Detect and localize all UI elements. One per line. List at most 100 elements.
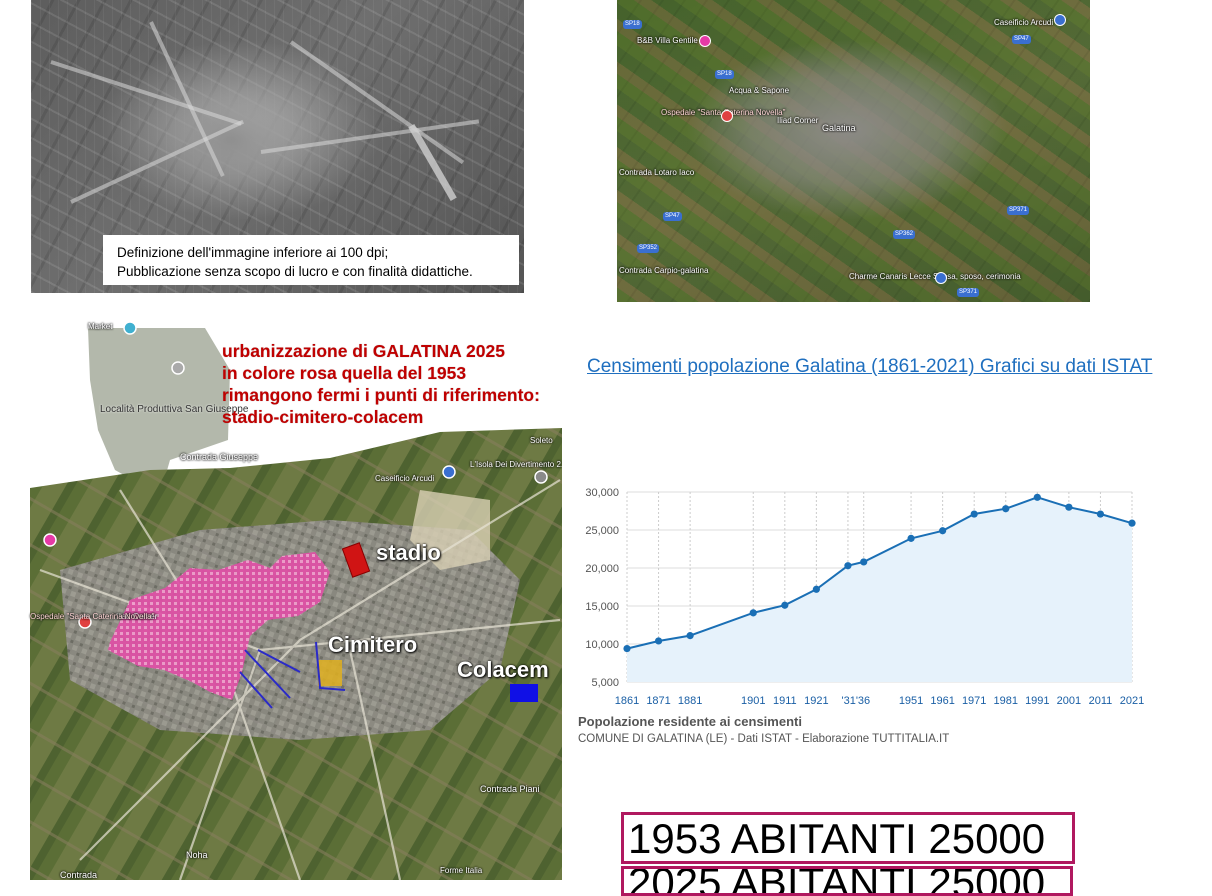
- stadio-marker: [341, 542, 371, 578]
- chart-data-point: [654, 637, 663, 645]
- map-label: Contrada Giuseppe: [180, 452, 259, 462]
- x-tick-label: 1911: [773, 695, 797, 707]
- runway: [408, 123, 457, 202]
- hotel-pin-icon[interactable]: [699, 35, 711, 47]
- x-tick-label: 1881: [678, 695, 702, 707]
- road-badge: SP371: [1007, 206, 1030, 215]
- colacem-label: Colacem: [457, 657, 549, 682]
- hospital-pin-icon[interactable]: [721, 110, 733, 122]
- map-label: Contrada Piani: [480, 784, 540, 794]
- urbanization-title: urbanizzazione di GALATINA 2025 in color…: [222, 340, 540, 428]
- road-badge: SP47: [1012, 35, 1031, 44]
- y-tick-label: 5,000: [591, 677, 619, 689]
- inset-map-fade: [88, 328, 230, 495]
- x-tick-label: 1871: [646, 695, 670, 707]
- shop-pin-icon[interactable]: [935, 272, 947, 284]
- chart-series-line: [626, 496, 1133, 650]
- chart-y-axis: 5,000 10,000 15,000 20,000 25,000 30,000: [585, 487, 619, 689]
- shop-pin-icon[interactable]: [442, 465, 456, 479]
- x-tick-label: 1901: [741, 695, 765, 707]
- map-label: Contrada Carpio-galatina: [619, 266, 709, 275]
- map-label: Soleto: [530, 436, 553, 445]
- stadio-label: stadio: [376, 540, 441, 565]
- road-badge: SP371: [957, 288, 980, 297]
- map-label: Charme Canaris Lecce Sposa, sposo, cerim…: [849, 272, 1021, 281]
- x-tick-label: 2011: [1089, 695, 1113, 707]
- cimitero-label: Cimitero: [328, 632, 418, 657]
- chart-data-point: [686, 632, 694, 640]
- road-badge: SP362: [893, 230, 916, 239]
- x-tick-label: '31'36: [841, 695, 870, 707]
- map-label: Acqua & Sapone: [729, 86, 790, 95]
- inhabitants-1953-box: 1953 ABITANTI 25000: [621, 812, 1075, 864]
- title-line: in colore rosa quella del 1953: [222, 363, 467, 383]
- map-label: Contrada Lotaro Iaco: [619, 168, 695, 177]
- chart-source: COMUNE DI GALATINA (LE) - Dati ISTAT - E…: [578, 733, 950, 745]
- blue-outline: [239, 649, 301, 709]
- x-tick-label: 1861: [615, 695, 639, 707]
- population-chart: 5,000 10,000 15,000 20,000 25,000 30,000 1861…: [585, 487, 1144, 707]
- aerial-photo-1953: Definizione dell'immagine inferiore ai 1…: [31, 0, 524, 293]
- chart-data-point: [844, 562, 852, 570]
- colacem-marker: [510, 684, 538, 702]
- x-tick-label: 1981: [994, 695, 1018, 707]
- place-pin-icon[interactable]: [534, 470, 548, 484]
- urban-area-1953: [108, 552, 330, 700]
- urbanization-map-2025: Market Località Produttiva San Giuseppe …: [0, 320, 562, 880]
- chart-data-point: [812, 585, 820, 593]
- cimitero-marker: [318, 660, 342, 686]
- chart-data-point: [970, 510, 978, 518]
- x-tick-label: 1991: [1025, 695, 1049, 707]
- chart-data-point: [1128, 519, 1136, 527]
- chart-data-point: [1033, 493, 1041, 501]
- road-badge: SP18: [623, 20, 642, 29]
- chart-area-fill: [627, 497, 1132, 682]
- chart-data-point: [781, 601, 789, 609]
- market-pin-icon[interactable]: [123, 321, 137, 335]
- map-label: Galatina: [822, 123, 856, 133]
- hotel-pin-icon[interactable]: [43, 533, 57, 547]
- x-tick-label: 2021: [1120, 695, 1144, 707]
- road-badge: SP47: [663, 212, 682, 221]
- title-line: urbanizzazione di GALATINA 2025: [222, 341, 505, 361]
- chart-data-point: [939, 527, 947, 535]
- chart-data-point: [860, 558, 868, 566]
- chart-points: [623, 493, 1136, 653]
- chart-data-point: [1096, 510, 1105, 518]
- map-label: L'Isola Dei Divertimento 2.0: [470, 460, 562, 469]
- road-badge: SP352: [637, 244, 660, 253]
- map-label: Caseificio Arcudi: [375, 474, 435, 483]
- place-pin-icon[interactable]: [171, 361, 185, 375]
- hospital-pin-icon[interactable]: [78, 615, 92, 629]
- map-label: Market: [88, 322, 113, 331]
- x-tick-label: 2001: [1057, 695, 1081, 707]
- road-badge: SP18: [715, 70, 734, 79]
- map-label: Forme Italia: [440, 866, 483, 875]
- caption-line: Pubblicazione senza scopo di lucro e con…: [117, 264, 473, 279]
- map-label: B&B Villa Gentile: [637, 36, 698, 45]
- caption-line: Definizione dell'immagine inferiore ai 1…: [117, 245, 389, 260]
- y-tick-label: 30,000: [585, 487, 619, 499]
- census-chart-link[interactable]: Censimenti popolazione Galatina (1861-20…: [587, 356, 1153, 377]
- y-tick-label: 25,000: [585, 525, 619, 537]
- chart-x-axis: 1861 1871 1881 1901 1911 1921 '31'36 1951 1961 19…: [615, 695, 1144, 707]
- map-label: Iliad Corner: [116, 612, 158, 621]
- road: [50, 60, 242, 126]
- y-tick-label: 10,000: [585, 639, 619, 651]
- x-tick-label: 1961: [930, 695, 954, 707]
- x-tick-label: 1921: [804, 695, 828, 707]
- map-label: Località Produttiva San Giuseppe: [100, 404, 249, 415]
- map-label: Iliad Corner: [777, 116, 819, 125]
- inhabitants-2025-box: 2025 ABITANTI 25000: [621, 866, 1073, 896]
- title-line: stadio-cimitero-colacem: [222, 407, 424, 427]
- chart-data-point: [749, 609, 757, 617]
- map-label: Noha: [186, 850, 208, 860]
- chart-data-point: [1065, 503, 1073, 511]
- x-tick-label: 1951: [899, 695, 923, 707]
- quarry-area: [410, 490, 490, 570]
- shop-pin-icon[interactable]: [1054, 14, 1066, 26]
- chart-data-point: [1002, 505, 1010, 513]
- caption-box: Definizione dell'immagine inferiore ai 1…: [103, 235, 519, 285]
- y-tick-label: 15,000: [585, 601, 619, 613]
- map-label: Contrada: [60, 870, 98, 880]
